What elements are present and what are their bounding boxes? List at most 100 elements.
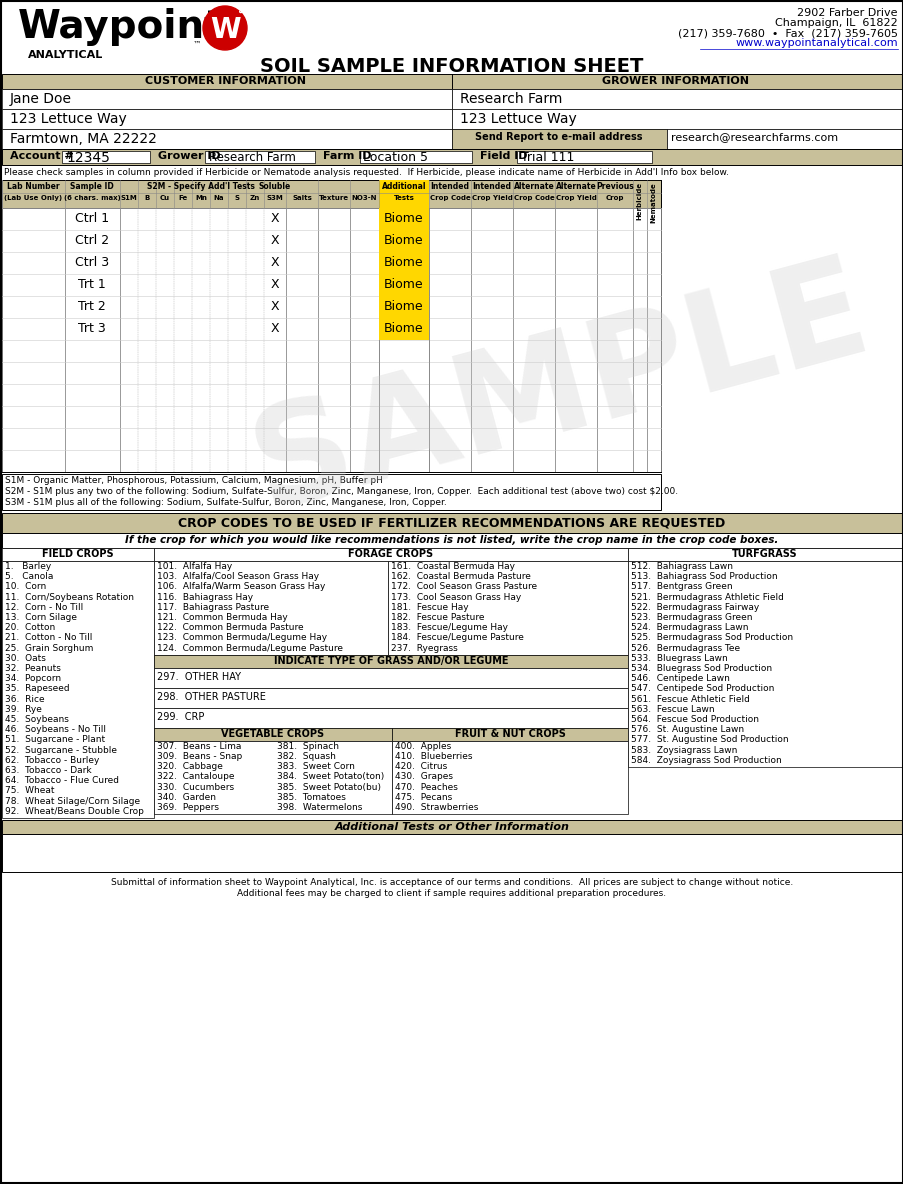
Text: (6 chars. max): (6 chars. max) xyxy=(63,195,120,201)
Text: 116.  Bahiagrass Hay: 116. Bahiagrass Hay xyxy=(157,593,253,601)
Text: 564.  Fescue Sod Production: 564. Fescue Sod Production xyxy=(630,715,759,723)
Text: S2M - S1M plus any two of the following: Sodium, Sulfate-Sulfur, Boron, Zinc, Ma: S2M - S1M plus any two of the following:… xyxy=(5,487,677,496)
Text: Grower ID: Grower ID xyxy=(158,152,220,161)
Text: Intended: Intended xyxy=(472,182,511,191)
Text: 382.  Squash: 382. Squash xyxy=(276,752,336,761)
Text: Intended: Intended xyxy=(430,182,469,191)
Bar xyxy=(154,741,392,815)
Text: Champaign, IL  61822: Champaign, IL 61822 xyxy=(775,18,897,28)
Text: 39.  Rye: 39. Rye xyxy=(5,704,42,714)
Bar xyxy=(2,834,901,871)
Text: Cu: Cu xyxy=(160,195,170,201)
Bar xyxy=(2,208,660,472)
Text: Jane Doe: Jane Doe xyxy=(10,92,72,107)
Text: X: X xyxy=(270,234,279,247)
Text: B: B xyxy=(144,195,150,201)
Text: 297.  OTHER HAY: 297. OTHER HAY xyxy=(157,671,241,682)
Bar xyxy=(2,548,154,561)
Text: 35.  Rapeseed: 35. Rapeseed xyxy=(5,684,70,694)
Text: 20.  Cotton: 20. Cotton xyxy=(5,623,55,632)
Text: Crop Code: Crop Code xyxy=(429,195,470,201)
Text: 173.  Cool Season Grass Hay: 173. Cool Season Grass Hay xyxy=(391,593,521,601)
Text: 420.  Citrus: 420. Citrus xyxy=(395,762,447,771)
Text: 398.  Watermelons: 398. Watermelons xyxy=(276,803,362,812)
Text: X: X xyxy=(270,300,279,313)
Text: 52.  Sugarcane - Stubble: 52. Sugarcane - Stubble xyxy=(5,746,116,754)
Text: FRUIT & NUT CROPS: FRUIT & NUT CROPS xyxy=(454,729,564,739)
Text: 21.  Cotton - No Till: 21. Cotton - No Till xyxy=(5,633,92,643)
Text: 524.  Bermudagrass Lawn: 524. Bermudagrass Lawn xyxy=(630,623,748,632)
Text: 309.  Beans - Snap: 309. Beans - Snap xyxy=(157,752,242,761)
Bar xyxy=(2,89,452,109)
Text: SOIL SAMPLE INFORMATION SHEET: SOIL SAMPLE INFORMATION SHEET xyxy=(260,57,643,76)
Text: 490.  Strawberries: 490. Strawberries xyxy=(395,803,478,812)
Text: 183.  Fescue/Legume Hay: 183. Fescue/Legume Hay xyxy=(391,623,507,632)
Text: Biome: Biome xyxy=(384,278,424,291)
Text: 46.  Soybeans - No Till: 46. Soybeans - No Till xyxy=(5,725,106,734)
Text: 410.  Blueberries: 410. Blueberries xyxy=(395,752,472,761)
Text: S1M: S1M xyxy=(120,195,137,201)
Bar xyxy=(628,561,901,767)
Text: Submittal of information sheet to Waypoint Analytical, Inc. is acceptance of our: Submittal of information sheet to Waypoi… xyxy=(111,879,792,887)
Text: 513.  Bahiagrass Sod Production: 513. Bahiagrass Sod Production xyxy=(630,572,777,581)
Text: Soluble: Soluble xyxy=(258,182,291,191)
Text: Crop Yield: Crop Yield xyxy=(555,195,596,201)
Text: 400.  Apples: 400. Apples xyxy=(395,742,451,751)
Text: Ctrl 2: Ctrl 2 xyxy=(75,234,109,247)
Text: FIELD CROPS: FIELD CROPS xyxy=(42,549,114,559)
Text: 381.  Spinach: 381. Spinach xyxy=(276,742,339,751)
Text: 237.  Ryegrass: 237. Ryegrass xyxy=(391,644,457,652)
Text: SAMPLE: SAMPLE xyxy=(237,243,881,536)
Text: Sample ID: Sample ID xyxy=(70,182,114,191)
Bar xyxy=(2,73,901,89)
Text: FORAGE CROPS: FORAGE CROPS xyxy=(348,549,433,559)
Text: Ctrl 3: Ctrl 3 xyxy=(75,256,109,269)
Text: 561.  Fescue Athletic Field: 561. Fescue Athletic Field xyxy=(630,695,749,703)
Text: VEGETABLE CROPS: VEGETABLE CROPS xyxy=(221,729,324,739)
Text: Fe: Fe xyxy=(178,195,188,201)
Text: 5.   Canola: 5. Canola xyxy=(5,572,53,581)
Text: Biome: Biome xyxy=(384,234,424,247)
Text: 307.  Beans - Lima: 307. Beans - Lima xyxy=(157,742,241,751)
Bar xyxy=(2,129,452,149)
Text: X: X xyxy=(270,256,279,269)
Text: 123.  Common Bermuda/Legume Hay: 123. Common Bermuda/Legume Hay xyxy=(157,633,327,643)
Text: 385.  Sweet Potato(bu): 385. Sweet Potato(bu) xyxy=(276,783,380,792)
Text: Lab Number: Lab Number xyxy=(6,182,60,191)
Text: Research Farm: Research Farm xyxy=(460,92,562,107)
Text: Additional fees may be charged to client if sample requires additional preparati: Additional fees may be charged to client… xyxy=(237,889,666,897)
Text: X: X xyxy=(270,322,279,335)
Bar xyxy=(2,533,901,548)
Text: Na: Na xyxy=(213,195,224,201)
Bar xyxy=(378,208,429,230)
Text: Trial 111: Trial 111 xyxy=(520,152,573,165)
Text: 162.  Coastal Bermuda Pasture: 162. Coastal Bermuda Pasture xyxy=(391,572,530,581)
Text: Send Report to e-mail address: Send Report to e-mail address xyxy=(475,131,642,142)
Bar xyxy=(628,548,901,561)
Text: Alternate: Alternate xyxy=(513,182,554,191)
Bar xyxy=(154,561,387,655)
Text: Location 5: Location 5 xyxy=(363,152,427,165)
Bar xyxy=(154,655,628,668)
Text: 32.  Peanuts: 32. Peanuts xyxy=(5,664,61,673)
Text: 526.  Bermudagrass Tee: 526. Bermudagrass Tee xyxy=(630,644,740,652)
Text: (Lab Use Only): (Lab Use Only) xyxy=(4,195,62,201)
Text: 383.  Sweet Corn: 383. Sweet Corn xyxy=(276,762,355,771)
Text: 522.  Bermudagrass Fairway: 522. Bermudagrass Fairway xyxy=(630,603,759,612)
Text: 517.  Bentgrass Green: 517. Bentgrass Green xyxy=(630,583,731,591)
Bar xyxy=(378,230,429,252)
Bar xyxy=(378,274,429,296)
Bar xyxy=(2,513,901,533)
Text: 75.  Wheat: 75. Wheat xyxy=(5,786,54,796)
Text: 182.  Fescue Pasture: 182. Fescue Pasture xyxy=(391,613,484,622)
Text: 63.  Tobacco - Dark: 63. Tobacco - Dark xyxy=(5,766,91,776)
Text: 533.  Bluegrass Lawn: 533. Bluegrass Lawn xyxy=(630,654,727,663)
Text: Waypoint: Waypoint xyxy=(18,8,223,46)
Text: 25.  Grain Sorghum: 25. Grain Sorghum xyxy=(5,644,93,652)
Text: Trt 1: Trt 1 xyxy=(78,278,106,291)
Text: 103.  Alfalfa/Cool Season Grass Hay: 103. Alfalfa/Cool Season Grass Hay xyxy=(157,572,319,581)
Text: 546.  Centipede Lawn: 546. Centipede Lawn xyxy=(630,674,729,683)
Text: 525.  Bermudagrass Sod Production: 525. Bermudagrass Sod Production xyxy=(630,633,792,643)
Text: 385.  Tomatoes: 385. Tomatoes xyxy=(276,793,346,802)
Text: 34.  Popcorn: 34. Popcorn xyxy=(5,674,61,683)
